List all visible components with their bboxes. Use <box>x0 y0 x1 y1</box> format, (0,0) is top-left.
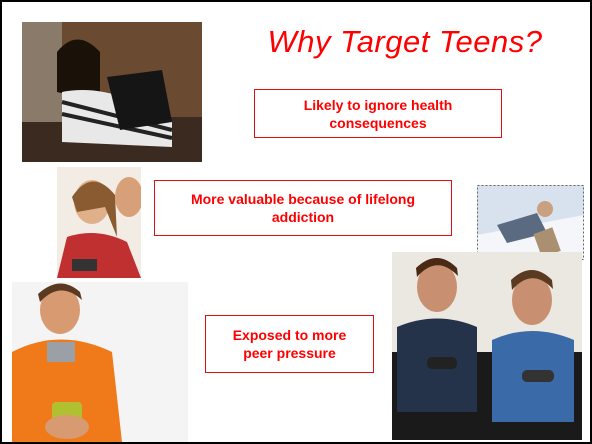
photo-boys-gaming <box>392 252 582 440</box>
photo-girls-phone <box>57 167 141 278</box>
photo-snowboarder <box>477 185 584 260</box>
photo-girl-laptop <box>22 22 202 162</box>
point-box: Exposed to more peer pressure <box>205 315 374 373</box>
photo-boy-orange <box>12 282 188 442</box>
point-box: More valuable because of lifelong addict… <box>154 180 452 236</box>
slide-title: Why Target Teens? <box>224 24 586 60</box>
slide: Why Target Teens? Likely to ignore healt… <box>0 0 592 444</box>
point-box: Likely to ignore health consequences <box>254 89 502 138</box>
